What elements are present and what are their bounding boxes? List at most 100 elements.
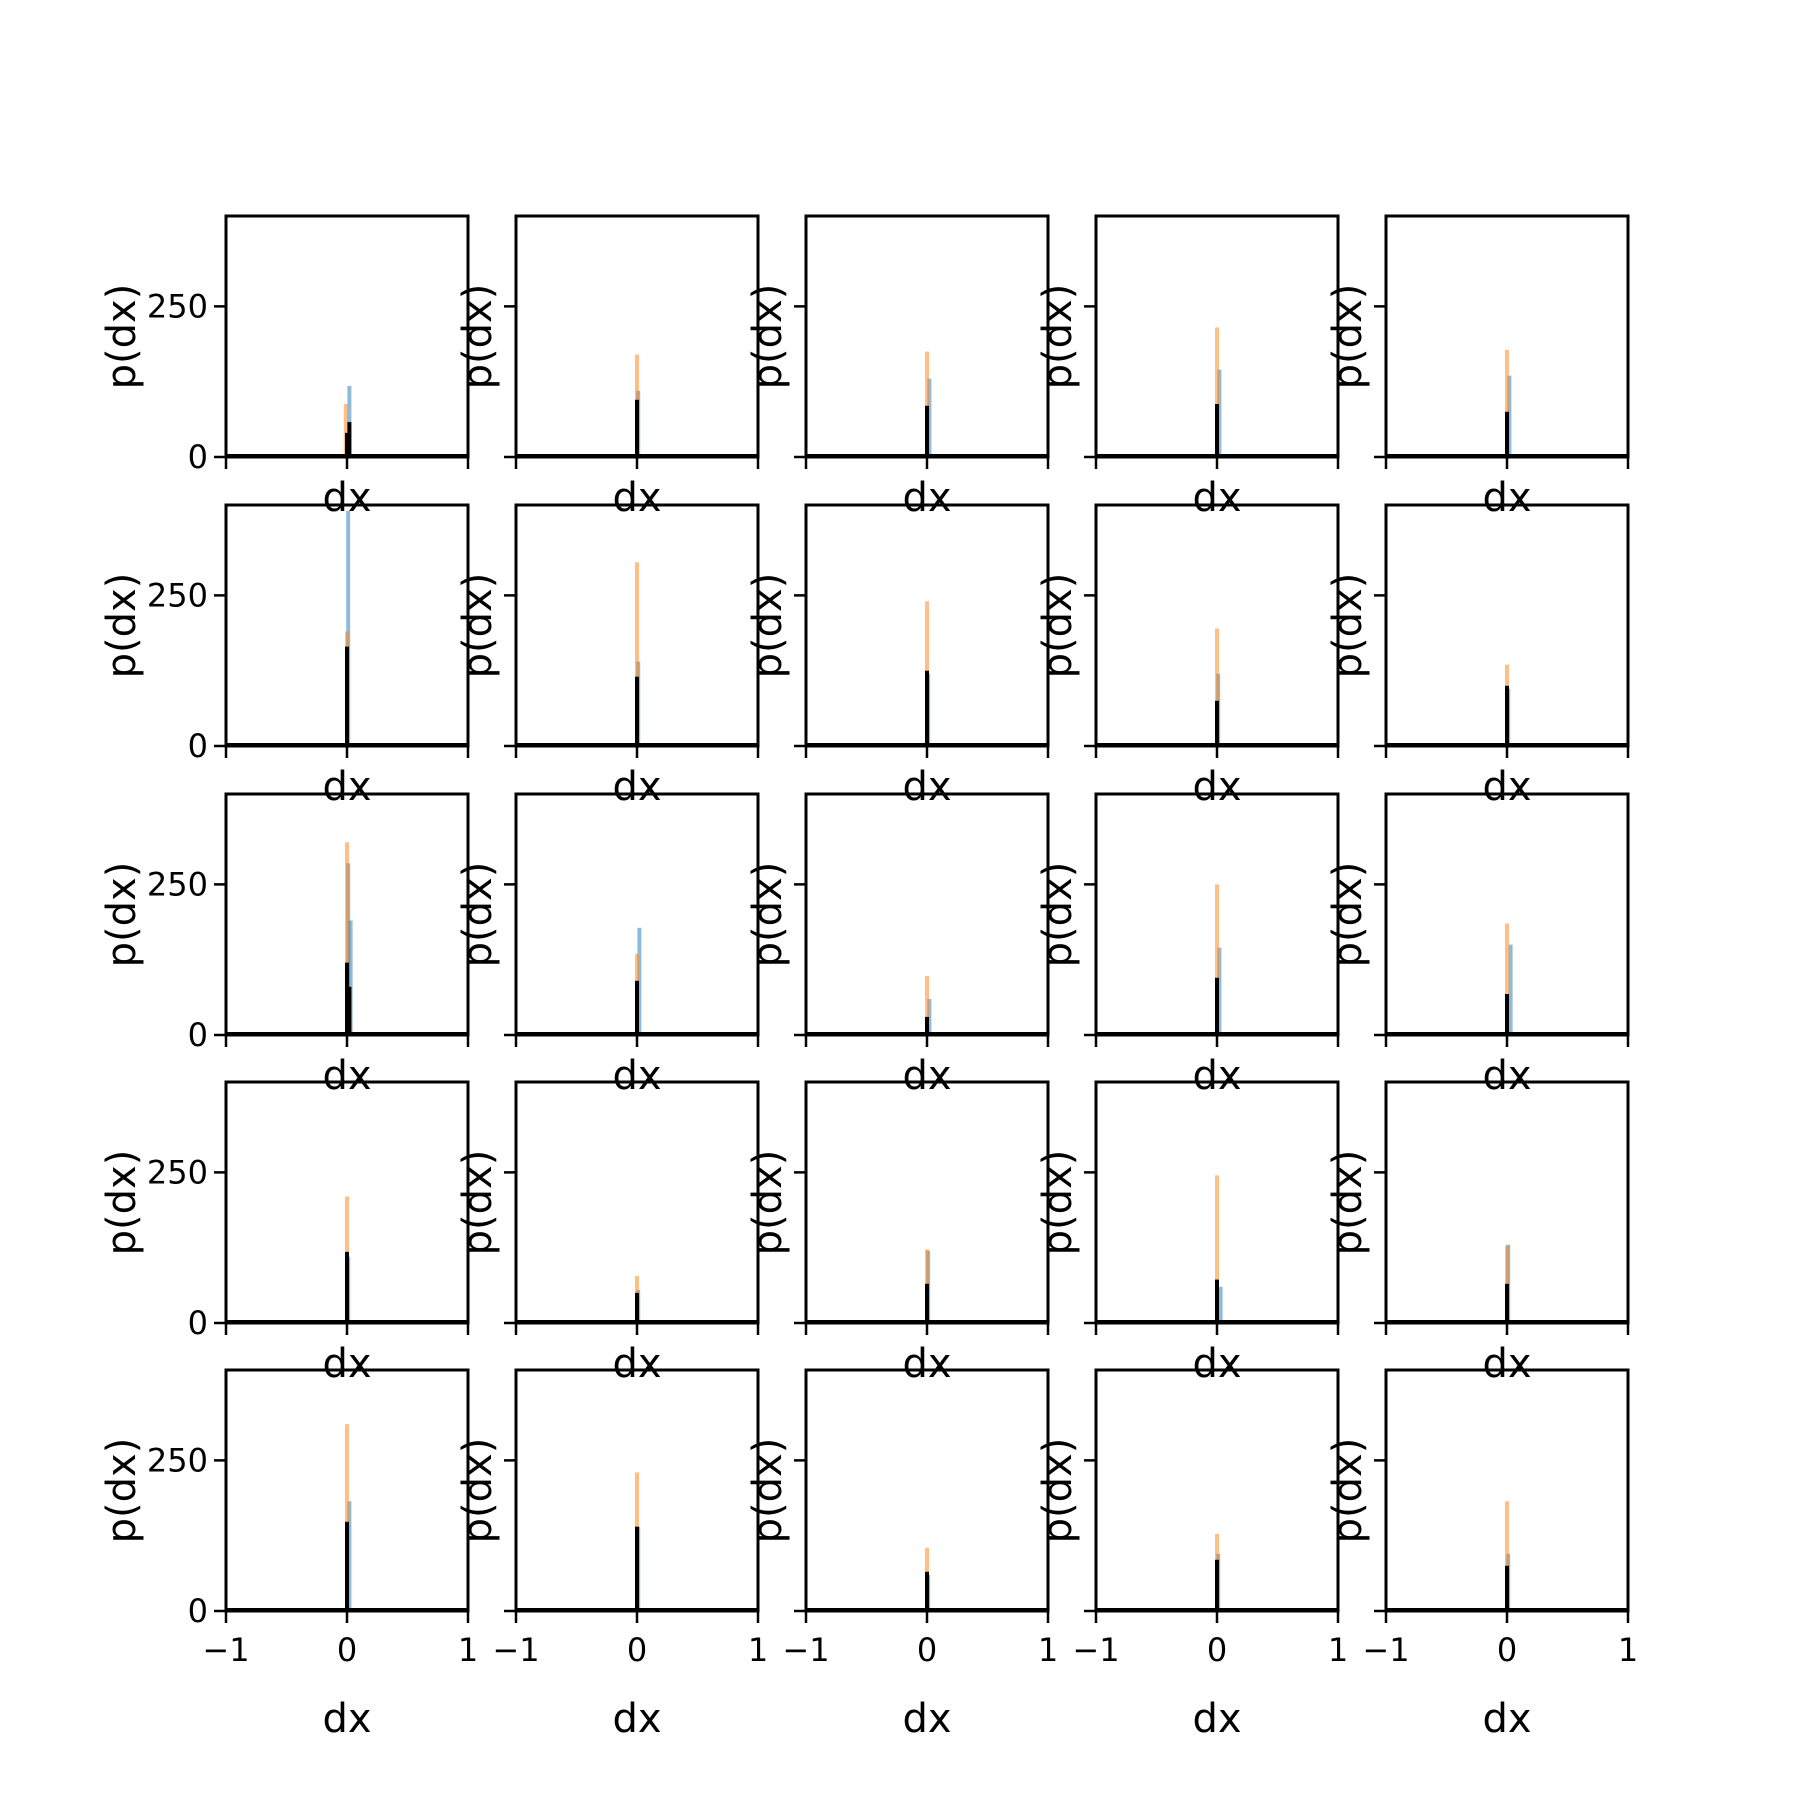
x-tick-label-c2-1: 0 [917,1631,937,1669]
x-axis-label-r3-c4: dx [1482,1341,1531,1387]
bar-black-r1-c1-0 [635,676,639,746]
y-tick-label-r4-0: 0 [188,1592,208,1630]
x-tick-label-c1-2: 1 [748,1631,768,1669]
y-axis-label-r1-c3: p(dx) [1035,573,1081,679]
x-axis-label-r0-c2: dx [902,475,951,521]
y-axis-label-r0-c2: p(dx) [745,284,791,390]
bar-black-r2-c3-0 [1215,977,1219,1035]
subplot-r4-c1: −1 0 1 dx p(dx) [455,1368,768,1742]
y-axis-label-r4-c1: p(dx) [455,1438,501,1544]
bar-orange-r2-c3-0 [1215,884,1219,1035]
x-tick-label-c1-0: −1 [492,1631,539,1669]
subplot-r3-c4: dx p(dx) [1325,1080,1630,1387]
subplot-r3-c1: dx p(dx) [455,1080,760,1387]
bar-orange-r1-c3-0 [1215,628,1219,746]
bar-black-r3-c2-0 [925,1283,929,1323]
bar-orange-r0-c3-0 [1215,327,1219,457]
y-axis-label-r3-c4: p(dx) [1325,1150,1371,1256]
bar-black-r0-c0-0 [345,432,349,457]
x-axis-label-r4-c4: dx [1482,1696,1531,1742]
x-tick-label-c0-0: −1 [202,1631,249,1669]
bar-orange-r0-c0-0 [343,404,348,457]
x-axis-label-r4-c0: dx [322,1696,371,1742]
subplot-r3-c2: dx p(dx) [745,1080,1050,1387]
x-axis-label-r1-c3: dx [1192,764,1241,810]
x-axis-label-r0-c1: dx [612,475,661,521]
x-axis-label-r3-c2: dx [902,1341,951,1387]
y-tick-label-r3-0: 0 [188,1304,208,1342]
bar-blue-r4-c0-0 [347,1501,352,1611]
bar-black-r0-c2-0 [925,405,929,457]
bar-black-r2-c1-0 [635,980,639,1035]
subplot-r0-c2: dx p(dx) [745,214,1050,521]
subplot-r4-c4: −1 0 1 dx p(dx) [1325,1368,1638,1742]
bar-black-r1-c4-0 [1505,685,1509,747]
subplot-r3-c0: 0 250 dx p(dx) [99,1080,470,1387]
y-axis-label-r3-c1: p(dx) [455,1150,501,1256]
x-tick-label-c4-0: −1 [1362,1631,1409,1669]
x-tick-label-c0-1: 0 [337,1631,357,1669]
subplot-r2-c3: dx p(dx) [1035,792,1340,1099]
y-axis-label-r2-c4: p(dx) [1325,862,1371,968]
y-axis-label-r0-c0: p(dx) [99,284,145,390]
y-tick-label-r4-1: 250 [147,1441,208,1479]
x-tick-label-c1-1: 0 [627,1631,647,1669]
bar-black-r0-c4-0 [1505,411,1509,457]
subplot-r1-c1: dx p(dx) [455,503,760,810]
x-tick-label-c4-2: 1 [1618,1631,1638,1669]
y-axis-label-r0-c4: p(dx) [1325,284,1371,390]
subplot-r2-c4: dx p(dx) [1325,792,1630,1099]
bar-orange-r4-c4-0 [1505,1501,1509,1611]
x-axis-label-r3-c1: dx [612,1341,661,1387]
y-tick-label-r0-1: 250 [147,287,208,325]
x-tick-label-c3-1: 0 [1207,1631,1227,1669]
bar-black-r1-c2-0 [925,670,929,746]
subplot-r4-c3: −1 0 1 dx p(dx) [1035,1368,1348,1742]
y-axis-label-r4-c3: p(dx) [1035,1438,1081,1544]
y-tick-label-r2-0: 0 [188,1016,208,1054]
bar-black-r2-c0-1 [347,986,352,1035]
bar-orange-r2-c2-0 [925,976,929,1035]
x-axis-label-r1-c1: dx [612,764,661,810]
subplot-r3-c3: dx p(dx) [1035,1080,1340,1387]
x-axis-label-r1-c4: dx [1482,764,1531,810]
x-axis-label-r4-c1: dx [612,1696,661,1742]
y-axis-label-r1-c1: p(dx) [455,573,501,679]
bar-black-r4-c0-0 [345,1521,349,1611]
bar-black-r4-c4-0 [1505,1565,1509,1611]
x-tick-label-c2-0: −1 [782,1631,829,1669]
x-tick-label-c3-0: −1 [1072,1631,1119,1669]
y-axis-label-r3-c0: p(dx) [99,1150,145,1256]
x-tick-label-c4-1: 0 [1497,1631,1517,1669]
subplot-r1-c2: dx p(dx) [745,503,1050,810]
x-axis-label-r2-c1: dx [612,1053,661,1099]
y-axis-label-r1-c0: p(dx) [99,573,145,679]
subplot-r1-c3: dx p(dx) [1035,503,1340,810]
bar-black-r2-c0-0 [345,962,349,1035]
bar-blue-r2-c3-0 [1217,947,1222,1035]
y-tick-label-r1-0: 0 [188,727,208,765]
y-axis-label-r1-c4: p(dx) [1325,573,1371,679]
bar-blue-r0-c2-0 [927,378,932,457]
x-axis-label-r1-c2: dx [902,764,951,810]
bar-orange-r4-c0-0 [345,1424,349,1611]
bar-orange-r0-c2-0 [925,351,929,457]
subplot-r2-c0: 0 250 dx p(dx) [99,792,470,1099]
bar-blue-r2-c0-1 [348,920,353,1035]
bar-black-r4-c1-0 [635,1526,639,1611]
y-tick-label-r2-1: 250 [147,865,208,903]
y-axis-label-r4-c4: p(dx) [1325,1438,1371,1544]
subplot-r4-c2: −1 0 1 dx p(dx) [745,1368,1058,1742]
x-axis-label-r2-c0: dx [322,1053,371,1099]
x-axis-label-r3-c3: dx [1192,1341,1241,1387]
bar-black-r2-c4-0 [1505,994,1509,1035]
bar-black-r3-c1-0 [635,1292,639,1323]
y-axis-label-r4-c2: p(dx) [745,1438,791,1544]
y-axis-label-r3-c2: p(dx) [745,1150,791,1256]
x-tick-label-c0-2: 1 [458,1631,478,1669]
bar-orange-r2-c0-0 [345,842,349,1035]
bar-blue-r0-c3-0 [1217,369,1222,457]
